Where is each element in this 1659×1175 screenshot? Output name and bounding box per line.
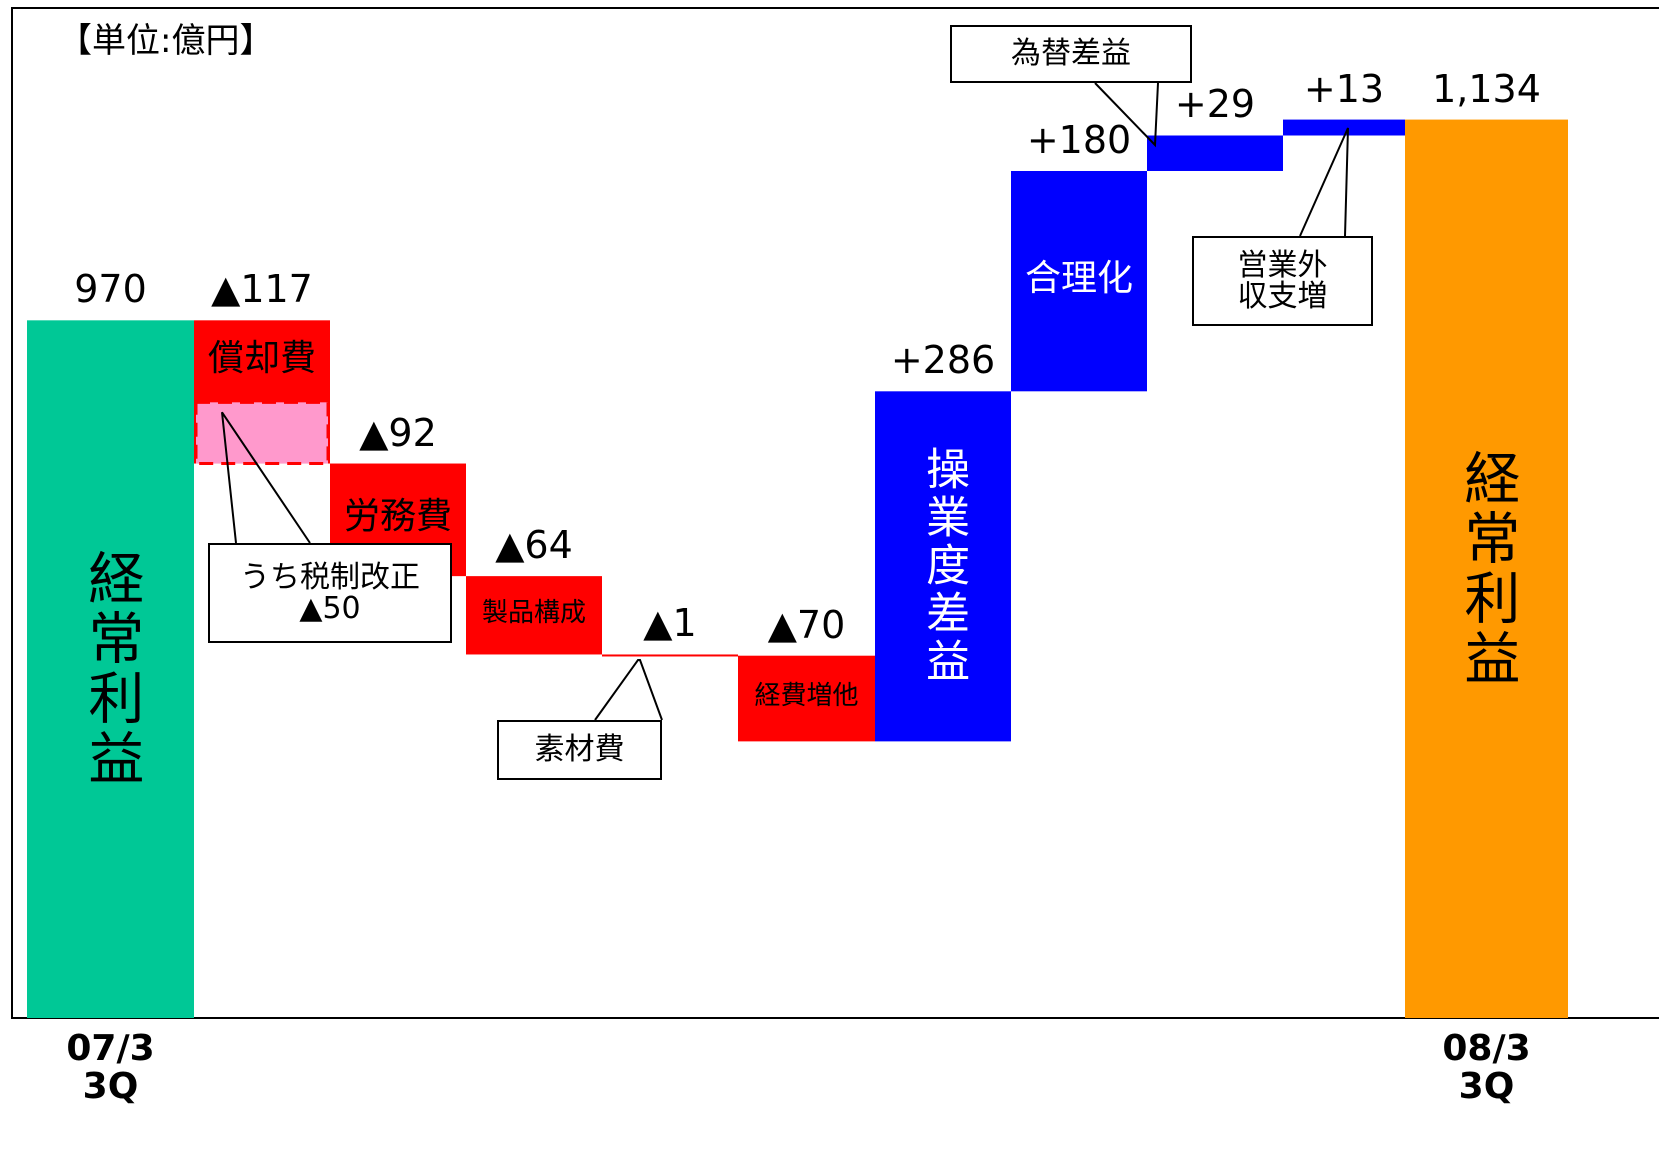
callout-label: 営業外 収支増: [1192, 236, 1373, 326]
bar: [1283, 119, 1405, 136]
callout-pointer: [594, 659, 663, 721]
bar: [1011, 170, 1147, 392]
value-label: 970: [74, 267, 147, 312]
bar-label: 労務費: [343, 496, 452, 538]
value-label: ▲117: [211, 267, 313, 312]
bar-label: 操業度差益: [918, 446, 970, 687]
bar-label: 経常利益: [78, 549, 144, 790]
annotation-pointer: [221, 411, 311, 544]
value-label: +180: [1026, 117, 1132, 162]
callout-pointer: [1299, 127, 1349, 237]
callout-label: 為替差益: [950, 25, 1192, 83]
bar: [466, 576, 602, 655]
value-label: 1,134: [1432, 66, 1541, 111]
bar-label: 経費増他: [754, 680, 859, 711]
frame: [11, 7, 1659, 1019]
bar: [27, 320, 194, 1018]
chart-title: 【単位:億円】: [58, 21, 274, 61]
value-label: ▲70: [767, 602, 846, 647]
annotation-value: ▲50: [299, 591, 361, 626]
bar: [602, 654, 738, 657]
bar-label: 製品構成: [481, 597, 586, 628]
value-label: +29: [1174, 82, 1256, 127]
bar: [1147, 135, 1283, 171]
x-tick-label: 07/3 3Q: [66, 1028, 155, 1107]
bar-label: 経常利益: [1454, 448, 1520, 689]
value-label: ▲92: [359, 410, 437, 455]
annotation-text: うち税制改正: [240, 559, 420, 595]
annotation-box: [194, 400, 330, 466]
value-label: +13: [1303, 66, 1385, 111]
value-label: ▲64: [495, 523, 573, 568]
value-label: +286: [890, 338, 996, 383]
bar: [1405, 119, 1568, 1019]
x-tick-label: 08/3 3Q: [1442, 1028, 1531, 1107]
bar: [875, 391, 1011, 742]
bar: [738, 655, 875, 742]
annotation-callout: うち税制改正 ▲50: [208, 543, 452, 643]
callout-label: 素材費: [497, 720, 662, 780]
callout-pointer: [1094, 82, 1159, 148]
bar-label: 合理化: [1024, 257, 1133, 299]
bar-label: 償却費: [207, 337, 316, 379]
value-label: ▲1: [643, 601, 697, 646]
